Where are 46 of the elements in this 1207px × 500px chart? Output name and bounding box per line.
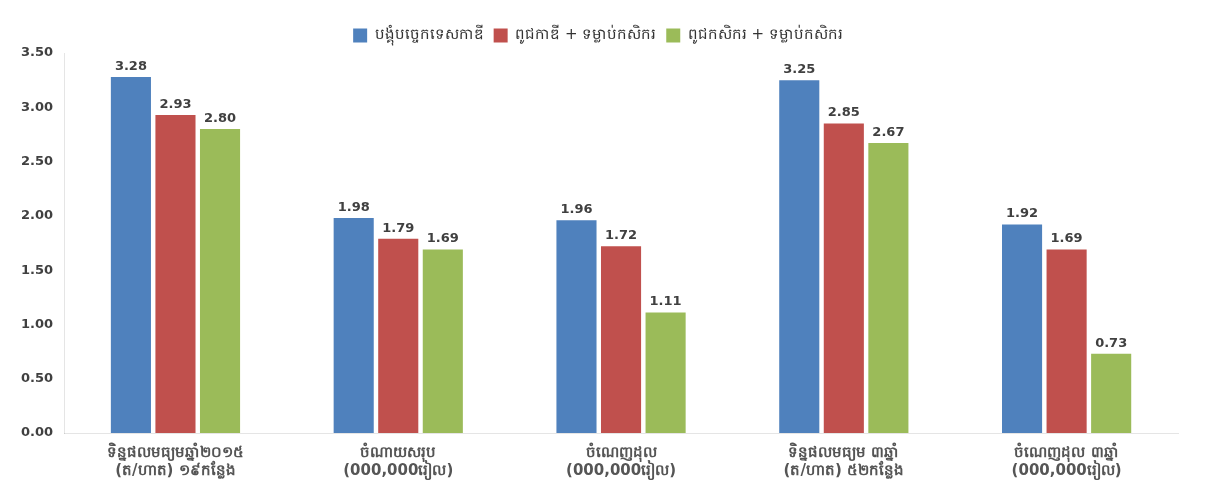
data-label: 1.79 <box>382 219 415 235</box>
y-tick-label: 3.00 <box>21 98 54 114</box>
data-label: 3.28 <box>114 57 147 73</box>
data-label: 3.25 <box>783 61 816 77</box>
x-tick-label: ចំណេញដុល (000,000រៀល) <box>566 441 677 481</box>
bar <box>556 220 597 433</box>
data-label: 1.92 <box>1006 205 1039 221</box>
bar <box>378 238 419 433</box>
data-label: 2.80 <box>203 109 237 125</box>
y-tick-label: 0.00 <box>21 424 54 440</box>
legend-label: បង្គុំបច្ចេកទេសកាឌី <box>374 24 484 47</box>
bar <box>1002 224 1043 433</box>
bar <box>645 312 686 433</box>
legend-label: ពូជកសិករ + ទម្លាប់កសិករ <box>687 24 843 45</box>
data-label: 1.11 <box>649 293 682 309</box>
y-tick-label: 0.50 <box>21 370 54 386</box>
data-label: 2.93 <box>159 95 192 111</box>
bar <box>1046 249 1087 433</box>
bar <box>823 123 864 433</box>
x-tick-label: ចំណាយសរុប (000,000រៀល) <box>343 441 454 481</box>
y-tick-label: 3.50 <box>21 44 54 60</box>
data-label: 2.85 <box>827 104 860 120</box>
bar <box>779 80 820 433</box>
x-tick-label: ទិន្នផលមធ្យម ៣ឆ្នាំ (ត/ហាត) ៥២កន្លែង <box>783 441 905 479</box>
bar <box>422 249 463 433</box>
data-label: 0.73 <box>1095 334 1128 350</box>
data-label: 1.69 <box>426 230 459 246</box>
data-label: 1.96 <box>560 201 593 217</box>
y-tick-label: 1.50 <box>21 261 54 277</box>
data-label: 2.67 <box>872 123 905 139</box>
y-tick-label: 2.00 <box>21 207 54 223</box>
x-tick-label: ចំណេញដុល ៣ឆ្នាំ (000,000រៀល) <box>1011 441 1122 481</box>
data-label: 1.98 <box>337 198 370 214</box>
y-tick-label: 1.00 <box>21 315 54 331</box>
bar <box>333 218 374 433</box>
data-label: 1.72 <box>605 227 638 243</box>
bar <box>868 143 909 433</box>
bar <box>1091 353 1132 433</box>
legend-label: ពូជកាឌី + ទម្លាប់កសិករ <box>515 24 657 45</box>
bar <box>155 114 196 433</box>
bar <box>600 246 642 433</box>
x-tick-label: ទិន្នផលមធ្យមឆ្នាំ២០១៥ (ត/ហាត) ១៩កន្លែង <box>106 441 244 479</box>
bar <box>110 76 151 433</box>
data-label: 1.69 <box>1050 230 1083 246</box>
y-tick-label: 2.50 <box>21 152 54 168</box>
bar <box>199 129 241 433</box>
